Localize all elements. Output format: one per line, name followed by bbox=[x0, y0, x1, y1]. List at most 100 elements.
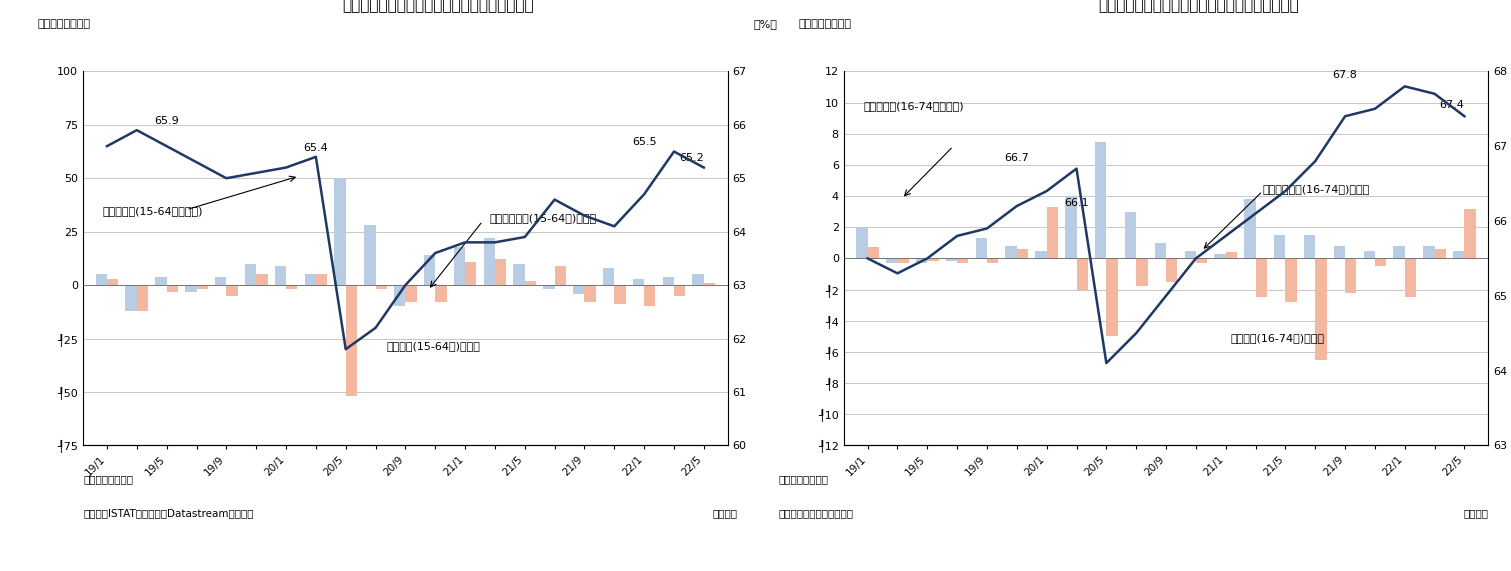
Bar bbox=[1215, 254, 1225, 258]
Text: 66.7: 66.7 bbox=[1005, 152, 1029, 163]
Text: 労働参加率(15-64才、右軸): 労働参加率(15-64才、右軸) bbox=[103, 206, 202, 216]
Bar bbox=[898, 258, 908, 263]
Bar bbox=[245, 264, 257, 285]
Bar bbox=[425, 255, 435, 285]
Bar bbox=[275, 266, 286, 285]
Text: 労働参加率(16-74才、右軸): 労働参加率(16-74才、右軸) bbox=[863, 101, 964, 111]
Bar bbox=[435, 285, 447, 302]
Bar bbox=[405, 285, 417, 302]
Text: 67.8: 67.8 bbox=[1333, 70, 1357, 81]
Bar bbox=[1154, 243, 1166, 258]
Bar bbox=[956, 258, 969, 263]
Bar bbox=[453, 247, 465, 285]
Text: （注）季節調整値: （注）季節調整値 bbox=[778, 474, 828, 484]
Bar bbox=[1035, 251, 1047, 258]
Bar bbox=[166, 285, 178, 292]
Bar bbox=[334, 178, 346, 285]
Bar bbox=[227, 285, 237, 296]
Bar bbox=[1005, 246, 1017, 258]
Bar bbox=[603, 268, 615, 285]
Bar bbox=[867, 247, 879, 258]
Bar bbox=[946, 258, 956, 262]
Bar bbox=[1136, 258, 1147, 287]
Bar bbox=[857, 227, 867, 258]
Bar bbox=[663, 276, 674, 285]
Text: （注）季節調整値: （注）季節調整値 bbox=[83, 474, 133, 484]
Bar bbox=[1244, 199, 1256, 258]
Bar bbox=[1454, 251, 1464, 258]
Text: 失業者数(16-74才)の変化: 失業者数(16-74才)の変化 bbox=[1230, 333, 1325, 343]
Bar bbox=[1423, 246, 1434, 258]
Title: ポルトガルの失業者・非労働力人口・労働参加率: ポルトガルの失業者・非労働力人口・労働参加率 bbox=[1098, 0, 1298, 13]
Bar bbox=[1464, 208, 1476, 258]
Bar bbox=[376, 285, 387, 289]
Bar bbox=[95, 275, 107, 285]
Bar bbox=[465, 262, 476, 285]
Bar bbox=[257, 275, 267, 285]
Bar bbox=[305, 275, 316, 285]
Bar bbox=[125, 285, 138, 311]
Bar bbox=[704, 283, 715, 285]
Bar bbox=[1286, 258, 1296, 302]
Text: （月次）: （月次） bbox=[1463, 508, 1488, 518]
Bar bbox=[1166, 258, 1177, 282]
Bar bbox=[633, 279, 644, 285]
Text: 非労働者人口(16-74才)の変化: 非労働者人口(16-74才)の変化 bbox=[1263, 184, 1370, 194]
Bar bbox=[364, 225, 376, 285]
Bar bbox=[987, 258, 999, 263]
Bar bbox=[1405, 258, 1416, 297]
Bar bbox=[514, 264, 524, 285]
Text: 65.9: 65.9 bbox=[154, 116, 178, 126]
Bar bbox=[1315, 258, 1327, 360]
Text: （%）: （%） bbox=[754, 19, 777, 29]
Bar bbox=[585, 285, 595, 302]
Bar bbox=[394, 285, 405, 307]
Text: 失業者数(15-64才)の変化: 失業者数(15-64才)の変化 bbox=[387, 341, 480, 351]
Bar bbox=[1106, 258, 1118, 336]
Bar bbox=[573, 285, 585, 293]
Bar bbox=[316, 275, 328, 285]
Bar bbox=[1274, 235, 1286, 258]
Bar bbox=[496, 259, 506, 285]
Bar bbox=[544, 285, 555, 289]
Text: （月次）: （月次） bbox=[712, 508, 737, 518]
Bar bbox=[555, 266, 567, 285]
Bar bbox=[156, 276, 166, 285]
Text: （前月差、万人）: （前月差、万人） bbox=[38, 19, 91, 29]
Text: （前月差、万人）: （前月差、万人） bbox=[799, 19, 852, 29]
Bar bbox=[346, 285, 357, 396]
Text: 65.4: 65.4 bbox=[304, 143, 328, 152]
Bar bbox=[1393, 246, 1405, 258]
Text: 非労働者人口(15-64才)の変化: 非労働者人口(15-64才)の変化 bbox=[490, 214, 597, 223]
Bar bbox=[107, 279, 118, 285]
Bar bbox=[286, 285, 298, 289]
Bar bbox=[1334, 246, 1345, 258]
Bar bbox=[1124, 212, 1136, 258]
Bar bbox=[1434, 249, 1446, 258]
Bar bbox=[1076, 258, 1088, 289]
Bar bbox=[615, 285, 626, 304]
Bar bbox=[928, 258, 938, 262]
Bar bbox=[484, 238, 496, 285]
Text: （資料）ISTATのデータをDatastreamより取得: （資料）ISTATのデータをDatastreamより取得 bbox=[83, 508, 254, 518]
Bar bbox=[692, 275, 704, 285]
Bar bbox=[1363, 251, 1375, 258]
Bar bbox=[916, 258, 928, 263]
Text: 67.4: 67.4 bbox=[1440, 100, 1464, 110]
Bar bbox=[196, 285, 209, 289]
Bar bbox=[1304, 235, 1315, 258]
Bar bbox=[674, 285, 686, 296]
Bar bbox=[1185, 251, 1195, 258]
Bar bbox=[215, 276, 227, 285]
Bar bbox=[1375, 258, 1386, 266]
Bar bbox=[644, 285, 656, 307]
Bar bbox=[1047, 207, 1058, 258]
Bar bbox=[1195, 258, 1207, 263]
Bar bbox=[186, 285, 196, 292]
Text: 65.2: 65.2 bbox=[678, 153, 704, 163]
Bar bbox=[1017, 249, 1027, 258]
Bar bbox=[976, 238, 987, 258]
Title: イタリアの失業者・非労働力人口・労働参加率: イタリアの失業者・非労働力人口・労働参加率 bbox=[341, 0, 533, 13]
Bar bbox=[1095, 142, 1106, 258]
Bar bbox=[138, 285, 148, 311]
